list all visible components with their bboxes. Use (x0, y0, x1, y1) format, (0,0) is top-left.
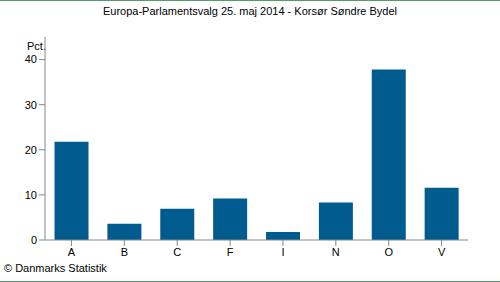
svg-text:O: O (384, 246, 393, 258)
html-text:Europa-Parlamentsvalg 25. maj: Europa-Parlamentsvalg 25. maj 2014 - Kor… (103, 5, 397, 17)
svg-text:A: A (68, 246, 76, 258)
svg-text:30: 30 (25, 99, 37, 111)
svg-text:40: 40 (25, 53, 37, 65)
svg-text:I: I (281, 246, 284, 258)
svg-text:C: C (173, 246, 181, 258)
svg-text:V: V (438, 246, 446, 258)
html-text:© Danmarks Statistik: © Danmarks Statistik (4, 262, 107, 274)
html-text:Pct.: Pct. (27, 40, 46, 52)
svg-text:0: 0 (31, 234, 37, 246)
svg-text:B: B (121, 246, 128, 258)
svg-text:10: 10 (25, 189, 37, 201)
svg-text:20: 20 (25, 144, 37, 156)
svg-text:N: N (332, 246, 340, 258)
svg-text:F: F (227, 246, 234, 258)
